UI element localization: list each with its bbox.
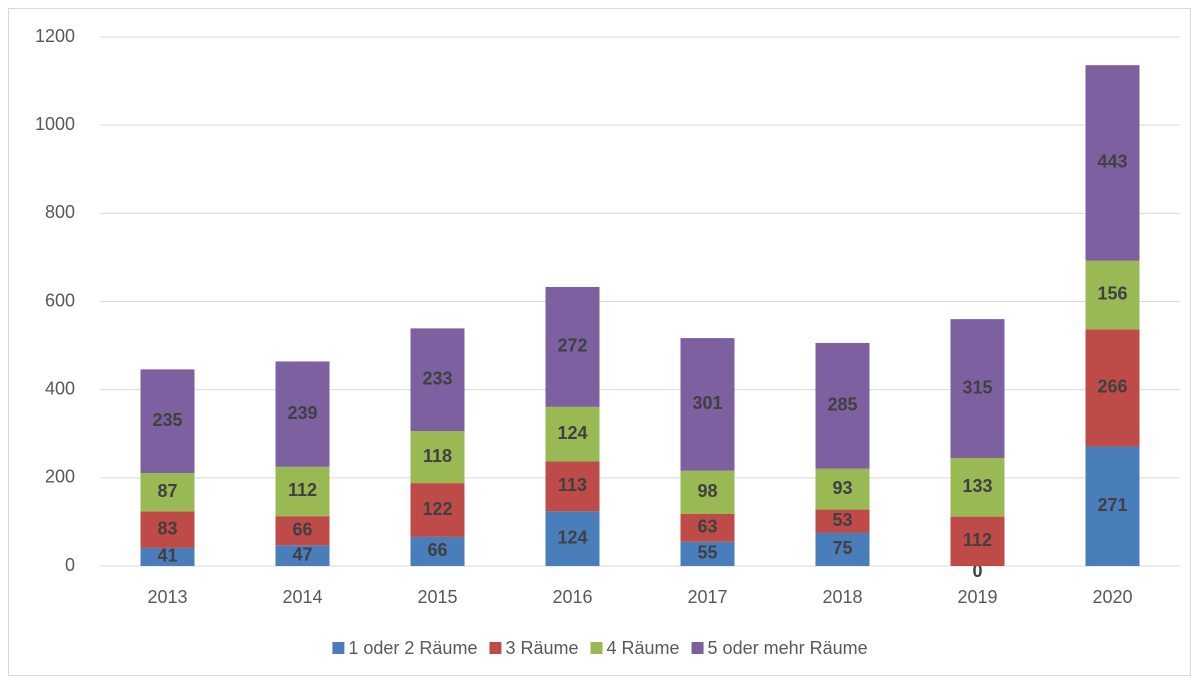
bar-segment	[410, 328, 465, 432]
x-tick-label: 2016	[552, 587, 592, 607]
bar-segment	[410, 483, 465, 537]
bar-segment	[1085, 65, 1140, 261]
value-label: 83	[157, 518, 177, 538]
value-label: 66	[427, 540, 447, 560]
y-tick-label: 1000	[35, 114, 75, 134]
x-tick-label: 2018	[822, 587, 862, 607]
legend-swatch	[332, 642, 345, 654]
bar-segment	[815, 468, 870, 510]
legend-swatch	[590, 642, 603, 654]
bar-segment	[950, 319, 1005, 458]
legend-swatch	[691, 642, 704, 654]
y-tick-label: 600	[45, 290, 75, 310]
value-label: 55	[697, 543, 717, 563]
value-label: 63	[697, 517, 717, 537]
bar-segment	[1085, 260, 1140, 330]
value-label: 239	[287, 403, 317, 423]
bar-segment	[950, 516, 1005, 566]
bar-segment	[140, 472, 195, 512]
value-label: 112	[963, 530, 992, 550]
bar-segment	[275, 361, 330, 467]
value-label: 133	[962, 476, 992, 496]
bar-segment	[680, 338, 735, 471]
value-label: 122	[422, 499, 452, 519]
value-label: 112	[288, 480, 317, 500]
value-label: 93	[832, 478, 852, 498]
legend-label: 4 Räume	[607, 638, 680, 658]
y-tick-label: 0	[65, 555, 75, 575]
bar-segment	[140, 547, 195, 566]
value-label: 235	[152, 410, 182, 430]
y-tick-label: 800	[45, 202, 75, 222]
value-label: 285	[827, 395, 857, 415]
value-label: 315	[962, 377, 992, 397]
bar-segment	[275, 466, 330, 517]
bar-segment	[545, 286, 600, 407]
value-label: 124	[557, 423, 587, 443]
value-label: 443	[1097, 152, 1127, 172]
bar-segment	[140, 511, 195, 548]
bar-segment	[545, 406, 600, 462]
legend-label: 1 oder 2 Räume	[348, 638, 477, 658]
bar-segment	[140, 369, 195, 473]
x-tick-label: 2017	[687, 587, 727, 607]
bar-segment	[410, 431, 465, 484]
y-tick-label: 200	[45, 467, 75, 487]
bar-segment	[1085, 329, 1140, 447]
bar-segment	[275, 516, 330, 546]
legend-swatch	[489, 642, 502, 654]
value-label: 301	[692, 393, 722, 413]
value-label: 47	[292, 544, 312, 564]
value-label: 87	[157, 481, 177, 501]
bar-segment	[545, 461, 600, 512]
value-label: 98	[697, 481, 717, 501]
value-label: 0	[972, 561, 982, 581]
x-tick-label: 2019	[957, 587, 997, 607]
x-tick-label: 2013	[147, 587, 187, 607]
value-label: 156	[1097, 284, 1127, 304]
bar-segment	[275, 545, 330, 566]
bar-segment	[680, 513, 735, 542]
bar-segment	[680, 470, 735, 514]
value-label: 118	[423, 446, 452, 466]
value-label: 272	[557, 336, 587, 356]
x-tick-label: 2015	[417, 587, 457, 607]
bar-segment	[815, 532, 870, 566]
bar-segment	[680, 541, 735, 566]
value-label: 271	[1097, 495, 1127, 515]
value-label: 41	[157, 546, 177, 566]
y-tick-label: 400	[45, 378, 75, 398]
legend-label: 5 oder mehr Räume	[708, 638, 868, 658]
value-label: 124	[557, 527, 587, 547]
value-label: 75	[832, 538, 852, 558]
bar-segment	[950, 457, 1005, 517]
x-tick-label: 2020	[1092, 587, 1132, 607]
bar-segment	[1085, 446, 1140, 566]
bar-segment	[815, 342, 870, 469]
value-label: 113	[558, 475, 587, 495]
value-label: 266	[1097, 377, 1127, 397]
bar-segment	[410, 536, 465, 566]
y-tick-label: 1200	[35, 26, 75, 46]
legend-label: 3 Räume	[505, 638, 578, 658]
x-tick-label: 2014	[282, 587, 322, 607]
value-label: 66	[292, 519, 312, 539]
bar-segment	[545, 511, 600, 566]
value-label: 233	[422, 368, 452, 388]
bar-segment	[815, 509, 870, 533]
value-label: 53	[832, 510, 852, 530]
